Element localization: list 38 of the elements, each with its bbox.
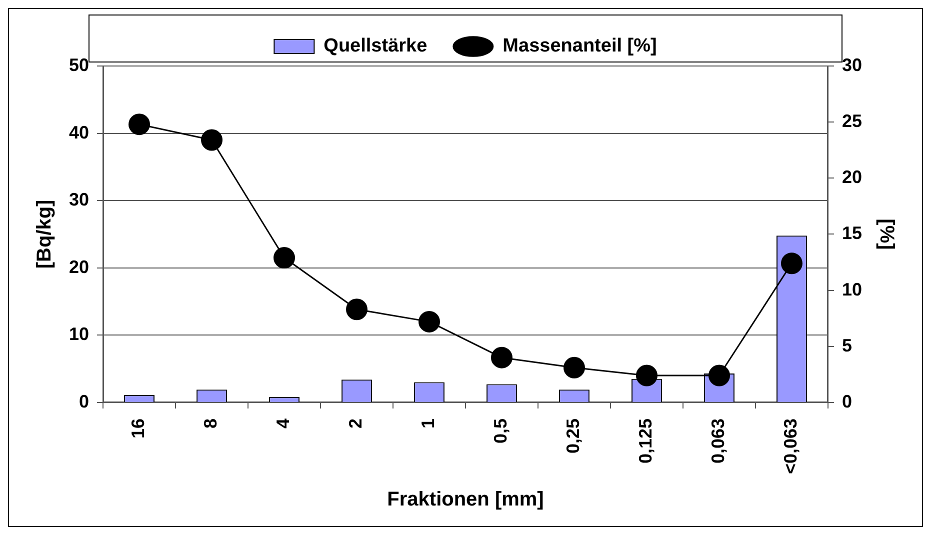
- point: [708, 364, 730, 386]
- point: [128, 114, 150, 136]
- y-tick-label: 10: [68, 324, 90, 344]
- y-tick-label: 20: [68, 256, 90, 277]
- point: [780, 252, 802, 274]
- point: [201, 129, 223, 151]
- legend-label: Massenanteil [%]: [502, 36, 657, 57]
- y2-tick-label: 25: [842, 111, 862, 132]
- x-tick-label: 16: [128, 418, 148, 438]
- x-tick-label: <0,063: [780, 418, 801, 474]
- y-tick-label: 30: [68, 190, 90, 210]
- x-tick-label: 0,063: [708, 418, 728, 464]
- y-tick-label: 40: [68, 122, 90, 142]
- y2-tick-label: 10: [842, 279, 862, 300]
- point: [346, 298, 368, 320]
- x-tick-label: 0,5: [490, 418, 511, 444]
- y-tick-label: 50: [68, 54, 90, 75]
- x-axis-title: Fraktionen [mm]: [387, 488, 544, 511]
- y2-tick-label: 20: [842, 167, 862, 188]
- x-tick-label: 8: [200, 418, 221, 428]
- x-tick-label: 1: [418, 418, 438, 428]
- x-tick-label: 0,125: [636, 418, 656, 464]
- y2-tick-label: 5: [842, 335, 852, 356]
- point: [491, 346, 512, 368]
- y2-axis-title: [%]: [875, 218, 898, 250]
- x-tick-label: 0,25: [563, 418, 584, 454]
- point: [418, 310, 440, 332]
- x-tick-label: 2: [346, 418, 366, 428]
- point: [274, 247, 296, 269]
- legend-label: Quellstärke: [324, 36, 428, 57]
- y2-tick-label: 0: [842, 391, 852, 412]
- point: [636, 364, 658, 386]
- y-axis-title: [Bq/kg]: [34, 200, 56, 269]
- point: [563, 356, 585, 378]
- y2-tick-label: 15: [842, 223, 862, 244]
- y2-tick-label: 30: [842, 54, 862, 75]
- y-tick-label: 0: [79, 391, 90, 412]
- x-tick-label: 4: [273, 418, 294, 428]
